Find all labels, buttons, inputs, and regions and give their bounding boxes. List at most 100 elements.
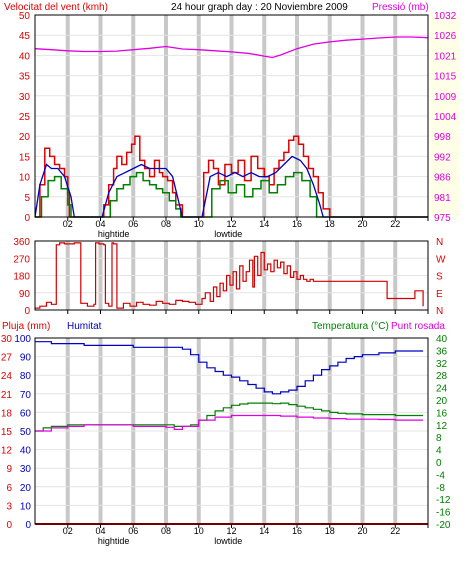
temperature-tick-8: 12	[436, 421, 448, 432]
pressure-tick-10: 1032	[434, 11, 457, 22]
panel1-xlabel-16: 16	[292, 219, 302, 229]
pressure-tick-6: 1009	[434, 92, 457, 103]
temperature-tick-7: 8	[436, 433, 442, 444]
wind-direction-line	[35, 242, 424, 309]
wind-speed-tick-10: 50	[19, 11, 31, 22]
compass-tick-2: S	[436, 272, 443, 283]
rain-tick-5: 15	[1, 427, 13, 438]
rain-tick-6: 18	[1, 408, 13, 419]
grid-layer	[35, 15, 459, 524]
temperature-tick-10: 20	[436, 396, 448, 407]
wind-direction-tick-3: 270	[13, 254, 30, 265]
wind-speed-tick-2: 10	[19, 173, 31, 184]
wind-speed-tick-9: 45	[19, 31, 31, 42]
wind-speed-tick-1: 5	[24, 193, 30, 204]
panel3-xlabel-08: 08	[161, 526, 171, 536]
rain-tick-7: 21	[1, 390, 13, 401]
rain-tick-8: 24	[1, 371, 13, 382]
pressure-tick-0: 975	[434, 213, 451, 224]
temperature-tick-12: 28	[436, 371, 448, 382]
temperature-tick-5: 0	[436, 458, 442, 469]
graph-title: 24 hour graph day : 20 Noviembre 2009	[171, 2, 348, 13]
rain-tick-10: 30	[1, 334, 13, 345]
rain-tick-2: 6	[6, 483, 12, 494]
panel1-right-axis-band	[429, 15, 459, 217]
humidity-tick-3: 30	[20, 464, 32, 475]
pressure-axis-label: Pressió (mb)	[372, 2, 429, 13]
pressure-tick-7: 1015	[434, 72, 457, 83]
compass-tick-0: N	[436, 306, 443, 317]
panel3-xlabel-02: 02	[63, 526, 73, 536]
panel3-xlabel-18: 18	[325, 526, 335, 536]
panel3-tide-label-1: lowtide	[214, 536, 242, 546]
temperature-tick-6: 4	[436, 446, 442, 457]
panel3-xlabel-20: 20	[358, 526, 368, 536]
temperature-tick-1: -16	[436, 508, 451, 519]
wind-direction-tick-0: 0	[24, 306, 30, 317]
wind-speed-tick-4: 20	[19, 132, 31, 143]
panel1-xlabel-04: 04	[96, 219, 106, 229]
pressure-line	[34, 36, 429, 59]
wind-speed-tick-0: 0	[24, 213, 30, 224]
wind-direction-tick-2: 180	[13, 272, 30, 283]
temperature-tick-14: 36	[436, 346, 448, 357]
panel1-tide-label-0: hightide	[98, 229, 130, 239]
panel1-xlabel-10: 10	[194, 219, 204, 229]
rain-tick-3: 9	[6, 464, 12, 475]
rain-tick-1: 3	[6, 501, 12, 512]
rain-tick-0: 0	[6, 520, 12, 531]
pressure-tick-8: 1021	[434, 51, 457, 62]
wind-gust-line	[35, 171, 428, 218]
pressure-tick-9: 1026	[434, 31, 457, 42]
panel1-xlabel-22: 22	[390, 219, 400, 229]
temperature-tick-4: -4	[436, 470, 445, 481]
pressure-tick-3: 992	[434, 152, 451, 163]
humidity-tick-10: 100	[14, 334, 31, 345]
humidity-tick-8: 80	[20, 371, 32, 382]
frame-layer	[34, 14, 429, 528]
humidity-tick-4: 40	[20, 446, 32, 457]
wind-direction-tick-1: 90	[19, 289, 31, 300]
panel1-xlabel-06: 06	[128, 219, 138, 229]
dewpoint-axis-label: Punt rosada	[391, 321, 445, 332]
wind-direction-tick-4: 360	[13, 237, 30, 248]
temperature-axis-label: Temperatura (°C)	[312, 321, 389, 332]
compass-tick-4: N	[436, 237, 443, 248]
panel3-xlabel-14: 14	[259, 526, 269, 536]
wind-speed-tick-6: 30	[19, 92, 31, 103]
wind-speed-tick-5: 25	[19, 112, 31, 123]
panel1-xlabel-12: 12	[227, 219, 237, 229]
panel3-xlabel-12: 12	[227, 526, 237, 536]
tick-label-layer: 0510152025303540455097598198699299810041…	[1, 11, 457, 546]
pressure-tick-2: 986	[434, 173, 451, 184]
humidity-tick-7: 70	[20, 390, 32, 401]
panel1-xlabel-08: 08	[161, 219, 171, 229]
pressure-tick-4: 998	[434, 132, 451, 143]
temperature-tick-0: -20	[436, 520, 451, 531]
rain-tick-9: 27	[1, 353, 13, 364]
panel3-xlabel-04: 04	[96, 526, 106, 536]
panel1-xlabel-20: 20	[358, 219, 368, 229]
temperature-tick-11: 24	[436, 384, 448, 395]
panel1-xlabel-14: 14	[259, 219, 269, 229]
humidity-tick-2: 20	[20, 483, 32, 494]
panel3-xlabel-10: 10	[194, 526, 204, 536]
temperature-tick-9: 16	[436, 408, 448, 419]
panel3-tide-label-0: hightide	[98, 536, 130, 546]
panel1-xlabel-02: 02	[63, 219, 73, 229]
wind-speed-axis-label: Velocitat del vent (kmh)	[4, 2, 108, 13]
rain-tick-4: 12	[1, 446, 13, 457]
humidity-tick-1: 10	[20, 501, 32, 512]
humidity-tick-9: 90	[20, 353, 32, 364]
wind-speed-tick-8: 40	[19, 51, 31, 62]
panel3-xlabel-16: 16	[292, 526, 302, 536]
panel3-xlabel-22: 22	[390, 526, 400, 536]
humidity-line	[35, 341, 424, 395]
wind-average-line	[34, 155, 428, 218]
dewpoint-line	[35, 414, 424, 432]
compass-tick-1: E	[436, 289, 443, 300]
panel1-xlabel-18: 18	[325, 219, 335, 229]
pressure-tick-5: 1004	[434, 112, 457, 123]
